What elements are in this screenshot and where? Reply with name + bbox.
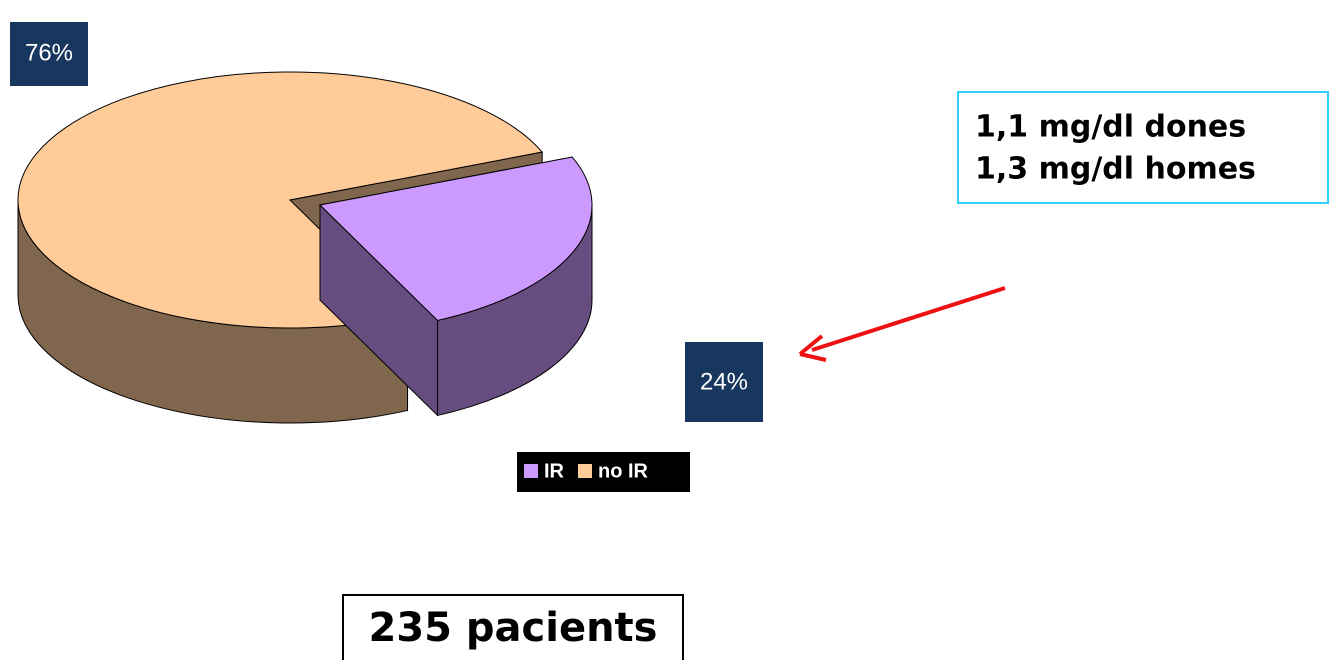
data-label: 76%: [25, 39, 73, 66]
annotation: 235 pacients: [368, 605, 657, 651]
label-box: [685, 342, 763, 422]
legend-label: IR: [544, 460, 565, 482]
annotation: 1,3 mg/dl homes: [975, 152, 1256, 187]
arrow-head: [798, 334, 827, 362]
legend-swatch: [524, 464, 538, 478]
annotation-box: [342, 594, 684, 660]
label-box: [10, 22, 88, 86]
legend-swatch: [578, 464, 592, 478]
slice: [318, 156, 593, 321]
legend-label: no IR: [598, 460, 649, 482]
slice: [17, 71, 544, 329]
arrow: [811, 286, 1006, 352]
annotation: 1,1 mg/dl dones: [975, 110, 1246, 145]
annotation-box: [957, 91, 1329, 204]
legend: [517, 452, 690, 492]
slice-shade: [320, 205, 438, 416]
slice-shade: [437, 205, 592, 416]
data-label: 24%: [700, 368, 748, 395]
slice-shade: [18, 200, 408, 424]
